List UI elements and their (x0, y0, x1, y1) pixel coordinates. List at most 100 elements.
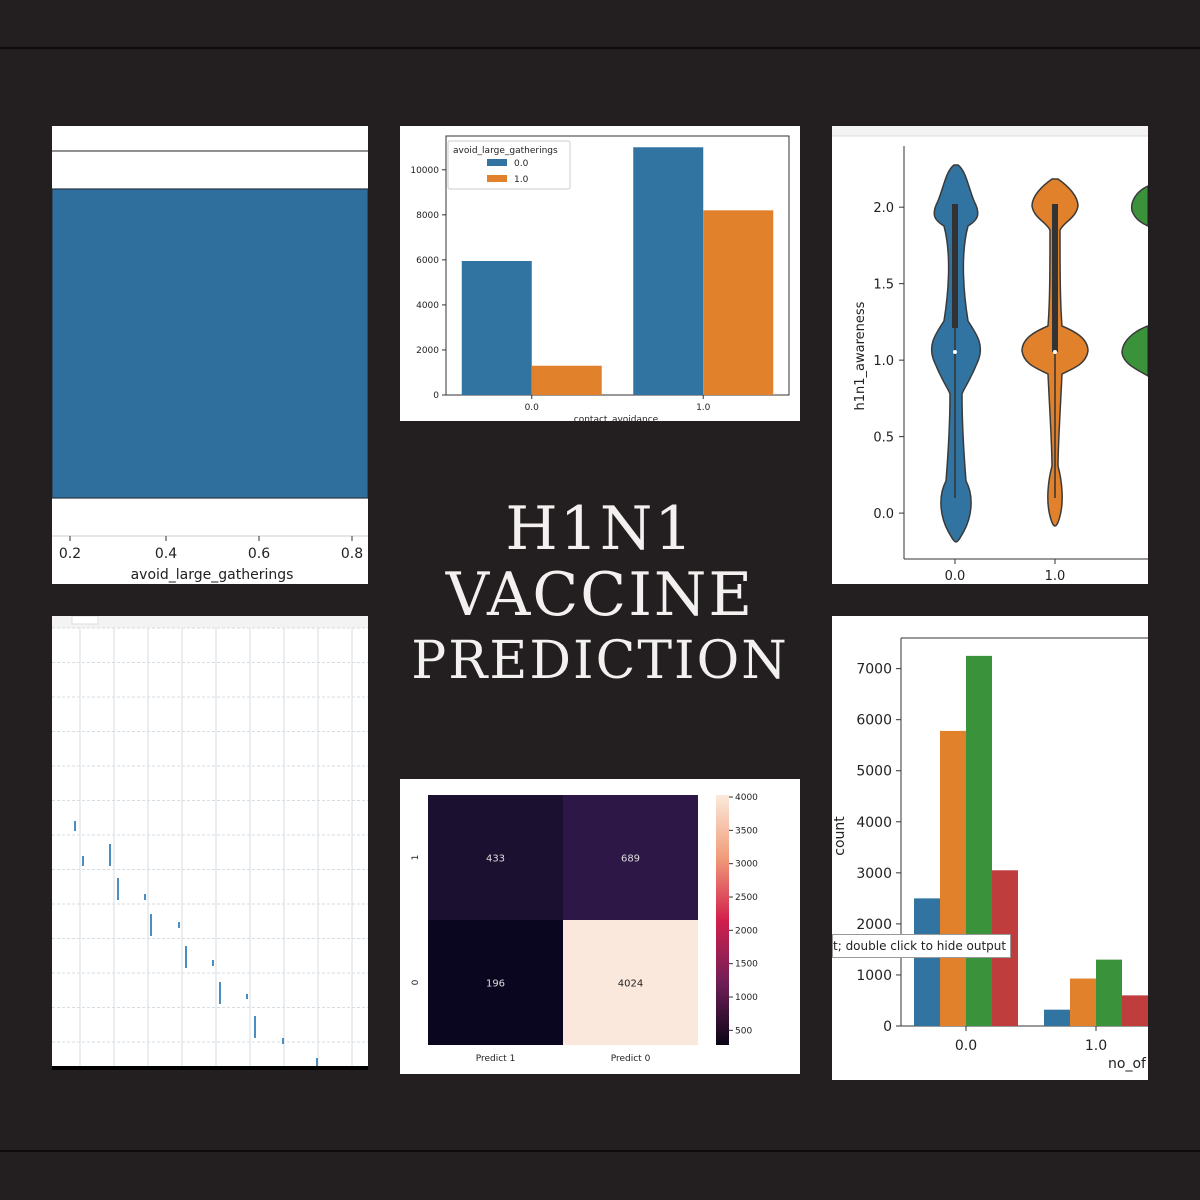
legend-box (447, 140, 571, 190)
contact-avoidance-chart-panel: 0 2000 4000 6000 8000 10000 0.0 1.0 contact_av… (400, 126, 800, 421)
colorbar-tick-label: 2500 (735, 893, 758, 903)
y-tick-label: 0 (883, 1019, 892, 1035)
y-tick-label: 7000 (856, 662, 892, 678)
scatter-mark (150, 914, 152, 936)
title-line-1: H1N1 (505, 494, 695, 564)
y-tick-label: 2.0 (873, 201, 894, 216)
violin-0-median (953, 350, 957, 354)
toolbar-button[interactable] (71, 616, 99, 625)
y-tick-label: 0 (411, 979, 421, 985)
bar (966, 655, 992, 1026)
scatter-mark (82, 856, 84, 866)
scatter-mark (178, 922, 180, 928)
colorbar-tick-label: 3500 (735, 826, 758, 836)
cell-value: 196 (486, 979, 505, 990)
y-tick-label: 8000 (416, 211, 439, 221)
y-tick-label: 1.5 (873, 278, 894, 293)
contact-avoidance-chart-svg: 0 2000 4000 6000 8000 10000 0.0 1.0 contact_av… (410, 135, 790, 421)
scatter-mark (254, 1016, 256, 1038)
x-tick-label: Predict 0 (611, 1054, 651, 1064)
y-tick-label: 1.0 (873, 354, 894, 369)
count-chart-svg: 0 1000 2000 3000 4000 5000 6000 7000 0.0 1.0 cou… (832, 637, 1148, 1072)
confusion-matrix-panel: 433 689 196 4024 Predict 1 Predict 0 1 0 4000 3… (400, 779, 800, 1074)
x-tick-label: 1.0 (696, 403, 711, 413)
x-tick-label: 0.0 (945, 569, 966, 584)
scatter-mark (219, 982, 221, 1004)
heatmap-cell (428, 920, 563, 1045)
x-tick-label: 1.0 (1045, 569, 1066, 584)
x-axis-label: no_of (1108, 1056, 1147, 1072)
violin-2 (1121, 185, 1148, 377)
colorbar-tick-label: 1000 (735, 993, 758, 1003)
y-tick-label: 5000 (856, 764, 892, 780)
y-tick-label: 1000 (856, 968, 892, 984)
bottom-edge (52, 1066, 368, 1070)
gatherings-chart-svg: 0.2 0.4 0.6 0.8 avoid_large_gatherings (52, 150, 368, 583)
x-tick-label: 0.4 (155, 546, 177, 562)
y-tick-label: 3000 (856, 866, 892, 882)
legend-title: avoid_large_gatherings (453, 146, 558, 156)
y-tick-label: 4000 (856, 815, 892, 831)
output-tooltip[interactable]: t; double click to hide output (832, 934, 1012, 958)
bar (633, 147, 704, 395)
colorbar-tick-label: 3000 (735, 860, 758, 870)
bar (461, 260, 532, 395)
colorbar-tick-label: 4000 (735, 793, 758, 803)
heatmap-cell (563, 795, 698, 920)
scatter-matrix-svg (52, 616, 368, 1070)
violin-0-box (952, 204, 958, 328)
x-tick-label: 0.8 (341, 546, 363, 562)
y-tick-label: 10000 (410, 166, 439, 176)
violin-1-median (1053, 350, 1057, 354)
bar (914, 898, 940, 1026)
y-axis-label: h1n1_awareness (853, 301, 868, 410)
legend-swatch-1 (487, 175, 507, 182)
y-tick-label: 1 (411, 855, 421, 861)
x-tick-label: 0.0 (955, 1038, 977, 1054)
scatter-mark (185, 946, 187, 968)
y-tick-label: 0.5 (873, 431, 894, 446)
plot-frame (445, 135, 790, 396)
violin-1-box (1052, 204, 1058, 352)
x-tick-label: 0.0 (525, 403, 540, 413)
scatter-mark (246, 994, 248, 999)
bar (1096, 959, 1122, 1026)
bottom-divider (0, 1150, 1200, 1152)
scatter-mark (117, 878, 119, 900)
bar (1122, 995, 1148, 1026)
scatter-mark (109, 844, 111, 866)
colorbar (716, 795, 729, 1045)
top-divider (0, 47, 1200, 49)
heatmap-cell (428, 795, 563, 920)
bar (940, 730, 966, 1026)
confusion-matrix-svg: 433 689 196 4024 Predict 1 Predict 0 1 0 4000 3… (411, 793, 758, 1064)
y-tick-label: 0 (433, 391, 439, 401)
bar (1070, 978, 1096, 1026)
h1n1-awareness-chart-panel: 0.0 0.5 1.0 1.5 2.0 0.0 1.0 h1n1_awareness (832, 126, 1148, 584)
title-line-3: PREDICTION (411, 631, 789, 691)
x-axis-label: contact_avoidance (574, 415, 659, 421)
bar (703, 210, 774, 395)
y-tick-label: 0.0 (873, 507, 894, 522)
x-axis-label: avoid_large_gatherings (131, 567, 294, 583)
y-axis-label: count (832, 816, 848, 856)
box-body (52, 188, 368, 499)
cell-value: 4024 (618, 979, 643, 990)
legend-label-0: 0.0 (514, 159, 529, 169)
page-title: H1N1 VACCINE PREDICTION (400, 496, 800, 694)
scatter-matrix-panel (52, 616, 368, 1070)
x-tick-label: 0.6 (248, 546, 270, 562)
y-tick-label: 2000 (416, 346, 439, 356)
toolbar-strip (832, 126, 1148, 136)
bar (1044, 1009, 1070, 1026)
y-tick-label: 6000 (416, 256, 439, 266)
scatter-mark (212, 960, 214, 966)
y-tick-label: 2000 (856, 917, 892, 933)
count-chart-panel: 0 1000 2000 3000 4000 5000 6000 7000 0.0 1.0 cou… (832, 616, 1148, 1080)
x-tick-label: Predict 1 (476, 1054, 516, 1064)
toolbar-strip (52, 616, 368, 628)
gatherings-chart-panel: 0.2 0.4 0.6 0.8 avoid_large_gatherings (52, 126, 368, 584)
legend-label-1: 1.0 (514, 175, 529, 185)
colorbar-tick-label: 500 (735, 1026, 752, 1036)
scatter-mark (282, 1038, 284, 1044)
